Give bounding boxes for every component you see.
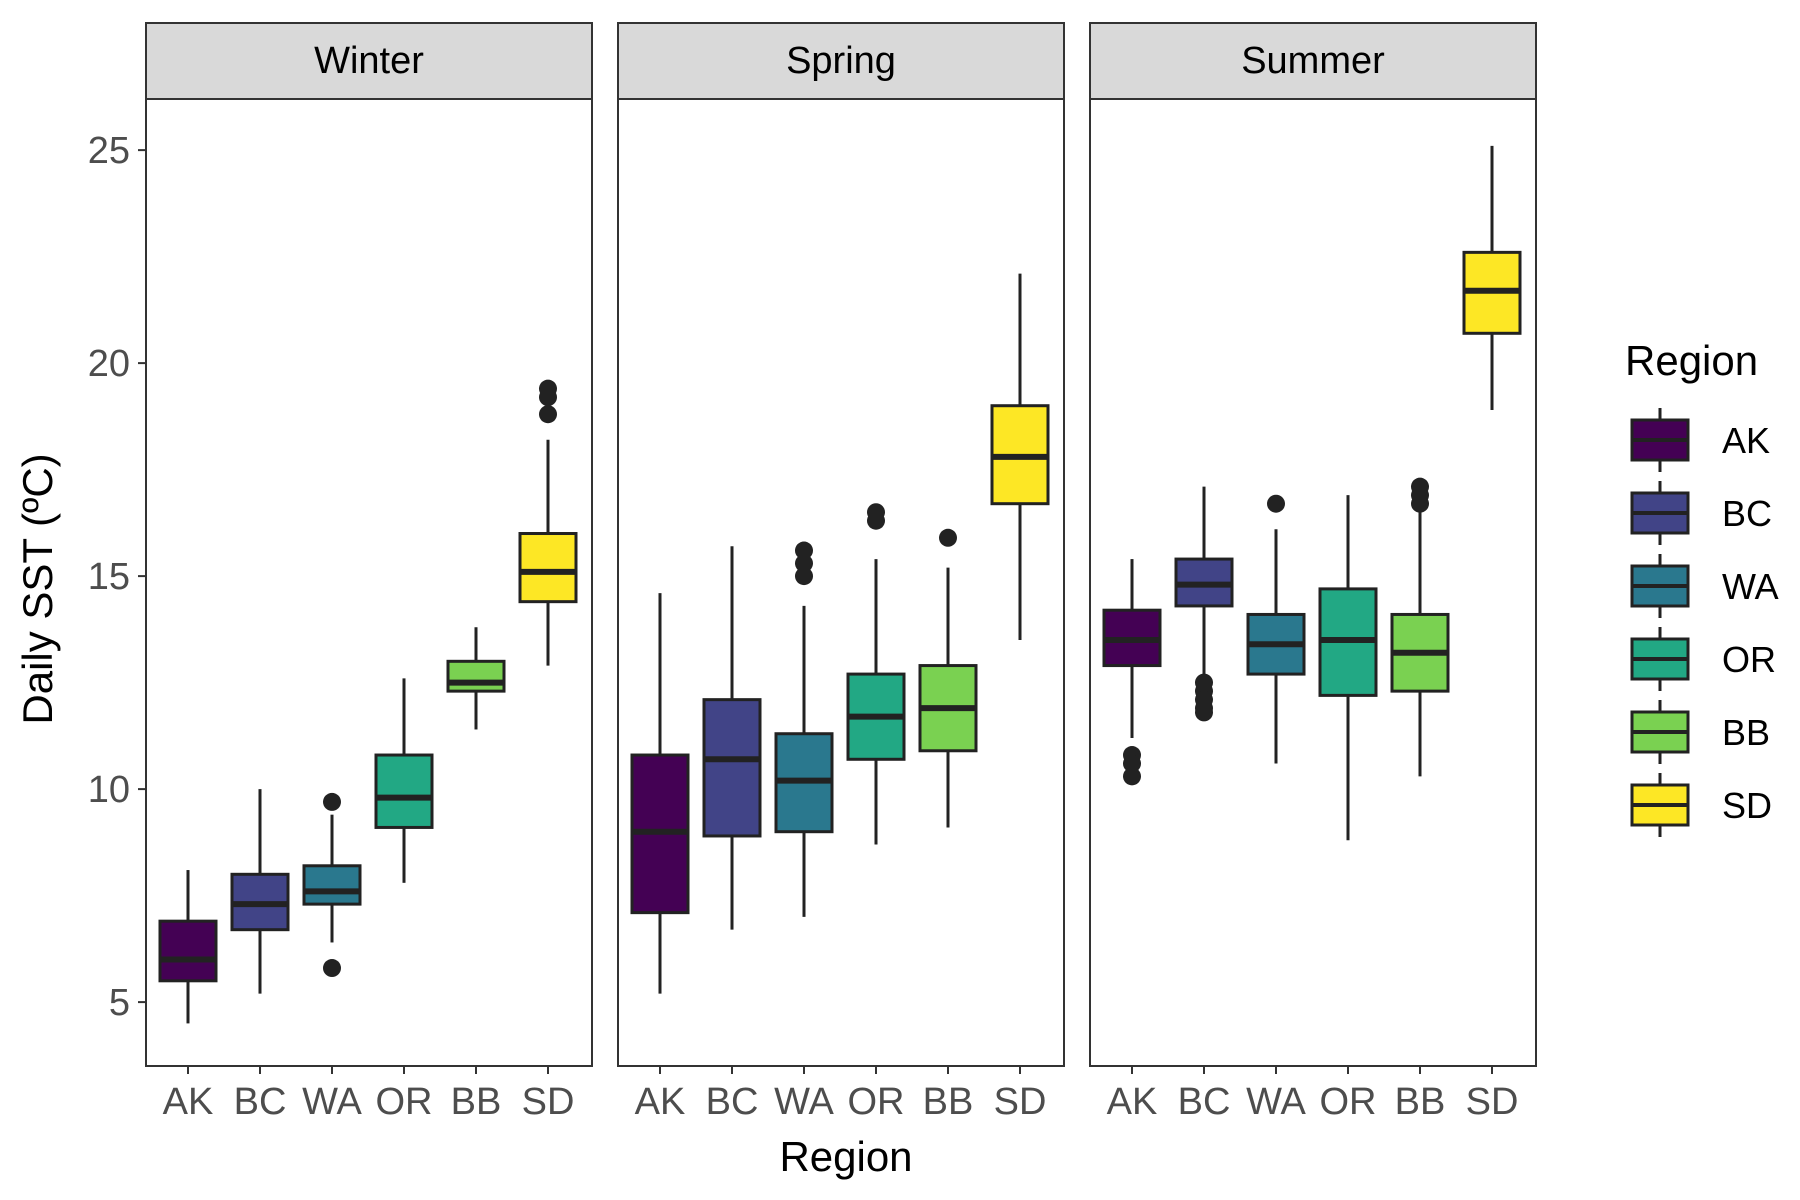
outlier-point	[1123, 754, 1141, 773]
panel-border	[1089, 98, 1537, 1067]
legend-label: OR	[1722, 639, 1776, 680]
box-wa	[1246, 494, 1306, 764]
legend-item-or: OR	[1630, 627, 1776, 691]
box-iqr	[302, 864, 362, 906]
box-bc	[702, 546, 762, 930]
x-tick-label: OR	[376, 1081, 433, 1123]
box-bb	[1390, 477, 1450, 777]
box-sd	[518, 379, 578, 666]
x-tick-label: AK	[1107, 1081, 1158, 1123]
legend-label: BB	[1722, 712, 1770, 753]
x-tick-label: SD	[994, 1081, 1047, 1123]
outlier-point	[939, 528, 957, 547]
box-ak	[158, 870, 218, 1024]
outlier-point	[795, 554, 813, 573]
box-ak	[1102, 559, 1162, 786]
box-iqr	[158, 919, 218, 983]
box-sd	[1462, 145, 1522, 410]
box-bb	[918, 528, 978, 828]
legend-title: Region	[1625, 337, 1758, 384]
box-or	[1318, 495, 1378, 841]
y-axis-title: Daily SST (ºC)	[14, 453, 61, 724]
legend-item-ak: AK	[1630, 408, 1770, 472]
legend-item-wa: WA	[1630, 554, 1779, 618]
facet-strip	[617, 22, 1065, 100]
legend-item-sd: SD	[1630, 773, 1772, 837]
x-tick-label: AK	[163, 1081, 214, 1123]
x-tick-label: WA	[1246, 1081, 1306, 1123]
legend: Region AK BC WA OR BB SD	[1625, 337, 1779, 837]
y-tick-label: 15	[88, 556, 130, 598]
facet-panel-spring: Spring AK BC WA OR BB SD	[617, 22, 1065, 1123]
x-tick-label: BC	[1178, 1081, 1231, 1123]
x-tick-label: BB	[1395, 1081, 1446, 1123]
outlier-point	[795, 541, 813, 560]
legend-label: BC	[1722, 493, 1772, 534]
y-tick-label: 10	[88, 769, 130, 811]
legend-label: AK	[1722, 420, 1770, 461]
box-iqr	[518, 532, 578, 604]
x-tick-label: BC	[234, 1081, 287, 1123]
facet-panel-winter: Winter AK BC WA OR BB SD	[145, 22, 593, 1123]
outlier-point	[323, 792, 341, 811]
x-tick-label: WA	[302, 1081, 362, 1123]
outlier-point	[795, 567, 813, 586]
x-tick-label: BB	[451, 1081, 502, 1123]
box-iqr	[446, 659, 506, 693]
x-tick-label: SD	[522, 1081, 575, 1123]
x-tick-label: OR	[848, 1081, 905, 1123]
facet-panel-summer: Summer AK BC WA OR BB SD	[1089, 22, 1537, 1123]
outlier-point	[1195, 703, 1213, 722]
box-bc	[1174, 486, 1234, 722]
outlier-point	[1411, 494, 1429, 513]
box-or	[846, 503, 906, 845]
box-iqr	[702, 698, 762, 838]
outlier-point	[539, 405, 557, 424]
box-sd	[990, 273, 1050, 641]
box-bc	[230, 789, 290, 994]
y-tick-label: 25	[88, 130, 130, 172]
legend-label: SD	[1722, 785, 1772, 826]
outlier-point	[1123, 767, 1141, 786]
legend-label: WA	[1722, 566, 1779, 607]
x-tick-label: WA	[774, 1081, 834, 1123]
box-iqr	[374, 753, 434, 829]
y-tick-label: 20	[88, 343, 130, 385]
facet-label: Spring	[786, 40, 896, 82]
x-tick-label: AK	[635, 1081, 686, 1123]
x-tick-label: BB	[923, 1081, 974, 1123]
legend-item-bb: BB	[1630, 700, 1770, 764]
x-tick-label: SD	[1466, 1081, 1519, 1123]
x-axis-title: Region	[779, 1133, 912, 1180]
panel-border	[617, 98, 1065, 1067]
box-or	[374, 678, 434, 883]
facet-strip	[145, 22, 593, 100]
y-axis: 5 10 15 20 25	[88, 130, 146, 1024]
facet-label: Summer	[1241, 40, 1385, 82]
x-tick-label: BC	[706, 1081, 759, 1123]
panel-border	[145, 98, 593, 1067]
box-wa	[302, 792, 362, 978]
outlier-point	[539, 388, 557, 407]
box-bb	[446, 627, 506, 730]
box-wa	[774, 541, 834, 917]
box-ak	[630, 593, 690, 994]
facet-label: Winter	[314, 40, 424, 82]
x-tick-label: OR	[1320, 1081, 1377, 1123]
y-tick-label: 5	[109, 982, 130, 1024]
outlier-point	[1267, 494, 1285, 513]
outlier-point	[867, 511, 885, 530]
outlier-point	[323, 959, 341, 978]
legend-item-bc: BC	[1630, 481, 1772, 545]
